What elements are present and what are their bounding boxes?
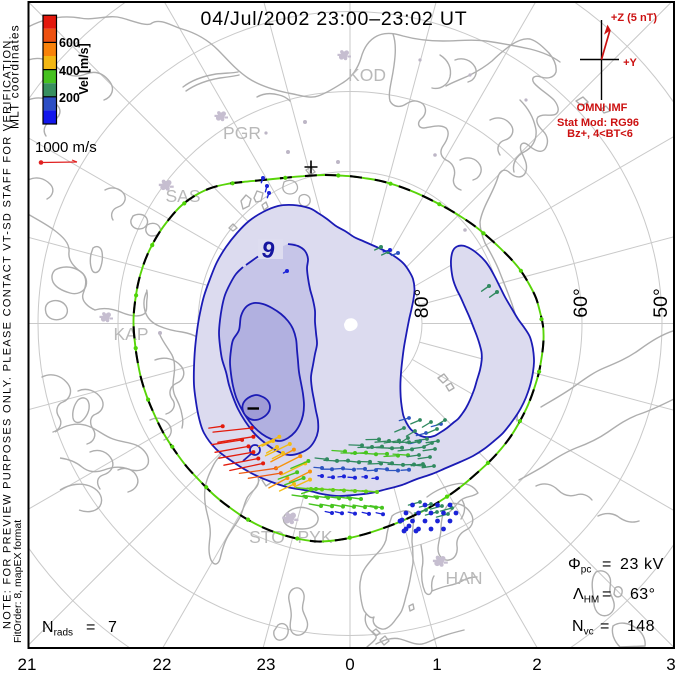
svg-text:HAN: HAN [446,568,483,588]
svg-text:KOD: KOD [348,65,386,85]
svg-text:21: 21 [18,655,37,674]
svg-text:1: 1 [432,655,441,674]
svg-text:PGR: PGR [223,123,261,143]
svg-text:22: 22 [153,655,172,674]
svg-text:2: 2 [532,655,541,674]
svg-text:23: 23 [257,655,276,674]
svg-text:MLT coordinates: MLT coordinates [8,24,22,129]
svg-text:Vel [m/s]: Vel [m/s] [77,43,91,94]
svg-text:FitOrder: 8, mapEX format: FitOrder: 8, mapEX format [12,520,24,643]
svg-text:PYK: PYK [297,527,332,547]
svg-text:1000 m/s: 1000 m/s [35,139,97,156]
svg-text:50°: 50° [650,288,672,318]
svg-text:04/Jul/2002 23:00–23:02 UT: 04/Jul/2002 23:00–23:02 UT [201,8,468,30]
svg-text:+Z (5 nT): +Z (5 nT) [611,12,657,24]
svg-text:7: 7 [108,619,117,636]
svg-text:3: 3 [666,655,675,674]
svg-text:=: = [602,556,611,573]
svg-text:=: = [86,619,95,636]
svg-text:Bz+, 4<BT<6: Bz+, 4<BT<6 [567,128,633,140]
svg-text:60°: 60° [570,288,592,318]
svg-text:0: 0 [345,655,354,674]
svg-text:80°: 80° [411,289,433,319]
svg-text:=: = [602,586,611,603]
svg-text:+Y: +Y [623,57,637,69]
svg-text:23 kV: 23 kV [620,556,664,573]
svg-text:OMNI IMF: OMNI IMF [577,102,628,114]
svg-text:63°: 63° [630,586,655,603]
svg-text:=: = [600,618,609,635]
svg-text:148: 148 [627,618,655,635]
svg-text:KAP: KAP [113,324,148,344]
